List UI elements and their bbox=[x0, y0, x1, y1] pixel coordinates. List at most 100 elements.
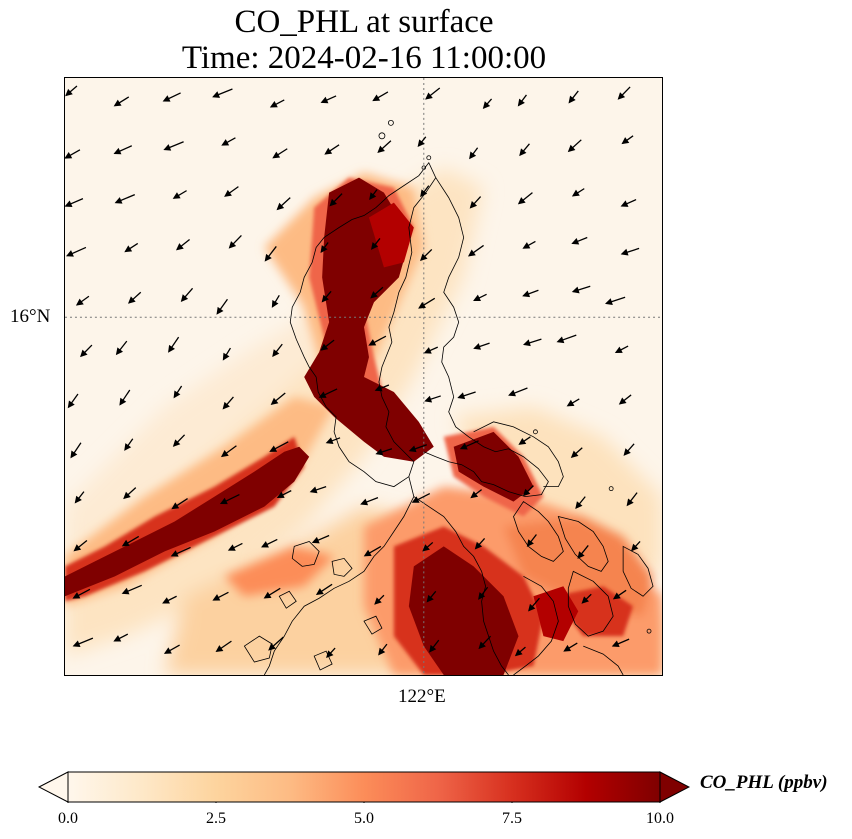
wind-vector-head bbox=[377, 145, 385, 154]
wind-vector-head bbox=[368, 339, 377, 346]
wind-vector-head bbox=[220, 450, 229, 458]
concentration-field-max bbox=[65, 177, 579, 675]
wind-vector-head bbox=[162, 95, 171, 102]
wind-vector-head bbox=[216, 306, 224, 315]
map-title: CO_PHL at surface bbox=[234, 4, 494, 40]
wind-vector-head bbox=[617, 92, 626, 100]
wind-vector-head bbox=[478, 641, 486, 650]
wind-vector-head bbox=[517, 197, 526, 205]
wind-vector-head bbox=[566, 399, 575, 407]
wind-vector-head bbox=[621, 137, 630, 145]
colorbar-tick-label: 2.5 bbox=[206, 810, 226, 827]
wind-vector-head bbox=[370, 291, 378, 299]
wind-vector-head bbox=[325, 437, 334, 445]
wind-vector-head bbox=[115, 347, 123, 356]
wind-vector-head bbox=[268, 643, 276, 651]
wind-vector-head bbox=[271, 299, 279, 308]
wind-vector-head bbox=[522, 290, 531, 298]
wind-vector-head bbox=[173, 390, 181, 399]
wind-vector-head bbox=[469, 151, 477, 160]
wind-vector-head bbox=[172, 192, 181, 199]
wind-vector-head bbox=[320, 96, 329, 104]
wind-vector-head bbox=[221, 139, 230, 146]
wind-vector-head bbox=[518, 437, 527, 445]
wind-vector-head bbox=[215, 645, 224, 653]
wind-vector-head bbox=[611, 640, 620, 648]
colorbar-tick-label: 5.0 bbox=[354, 810, 374, 827]
wind-vector-head bbox=[222, 401, 230, 410]
wind-vector-head bbox=[474, 541, 483, 550]
wind-vector-head bbox=[270, 397, 279, 405]
wind-vector-head bbox=[369, 192, 377, 201]
wind-vector-head bbox=[121, 587, 130, 595]
wind-vector-head bbox=[269, 101, 278, 108]
wind-vector-head bbox=[113, 635, 122, 642]
wind-vector-head bbox=[372, 94, 381, 102]
wind-vector-head bbox=[426, 594, 434, 603]
wind-vector-head bbox=[128, 296, 136, 304]
wind-vector-head bbox=[470, 491, 479, 499]
wind-vector-head bbox=[326, 650, 334, 658]
wind-vector-head bbox=[417, 139, 425, 148]
wind-vector-head bbox=[457, 392, 466, 400]
wind-vector-head bbox=[519, 148, 527, 157]
wind-vector-head bbox=[114, 197, 123, 204]
wind-vector-head bbox=[581, 596, 589, 604]
concentration-map bbox=[65, 78, 662, 675]
wind-vector-head bbox=[575, 501, 583, 509]
coastlines bbox=[243, 119, 654, 675]
wind-vector-head bbox=[420, 189, 428, 198]
wind-vector-head bbox=[176, 243, 184, 251]
wind-vector-head bbox=[522, 242, 531, 249]
wind-vector-head bbox=[370, 242, 379, 250]
wind-vectors bbox=[65, 85, 641, 658]
wind-vector-head bbox=[631, 543, 639, 552]
wind-vector-head bbox=[318, 391, 327, 398]
wind-vector-head bbox=[321, 294, 329, 303]
wind-vector-head bbox=[80, 349, 88, 358]
wind-vector-head bbox=[563, 644, 572, 652]
wind-vector-head bbox=[172, 439, 181, 447]
wind-vector-head bbox=[73, 544, 82, 552]
colorbar-extend-min bbox=[38, 771, 69, 803]
wind-vector-head bbox=[567, 144, 576, 153]
wind-vector-head bbox=[614, 346, 623, 354]
wind-vector-head bbox=[556, 336, 565, 344]
wind-vector-head bbox=[425, 92, 433, 100]
wind-vector-head bbox=[227, 544, 236, 551]
wind-vector-head bbox=[420, 253, 428, 262]
latitude-label: 16°N bbox=[10, 306, 51, 327]
colorbar-tick-label: 7.5 bbox=[502, 810, 522, 827]
wind-vector-head bbox=[163, 144, 172, 151]
wind-vector-head bbox=[124, 245, 133, 253]
wind-vector-head bbox=[224, 189, 232, 197]
wind-vector-head bbox=[162, 597, 170, 604]
wind-vector-head bbox=[124, 443, 132, 451]
wind-vector-head bbox=[320, 343, 329, 351]
wind-vector-head bbox=[620, 200, 629, 207]
wind-vector-head bbox=[526, 539, 534, 548]
map-panel[interactable] bbox=[64, 77, 663, 676]
wind-vector-head bbox=[424, 395, 433, 403]
wind-vector-head bbox=[623, 448, 631, 456]
wind-vector-head bbox=[212, 594, 221, 601]
wind-vector-head bbox=[276, 202, 285, 211]
wind-vector-head bbox=[309, 486, 318, 494]
map-subtitle-time: Time: 2024-02-16 11:00:00 bbox=[181, 40, 547, 76]
wind-vector-head bbox=[429, 644, 437, 653]
wind-vector-head bbox=[315, 588, 324, 595]
wind-vector-head bbox=[571, 189, 580, 197]
wind-vector-head bbox=[72, 640, 81, 648]
wind-vector-head bbox=[65, 88, 73, 97]
wind-vector-head bbox=[418, 301, 426, 309]
wind-vector-head bbox=[363, 549, 372, 557]
wind-vector-head bbox=[261, 541, 269, 548]
wind-vector-head bbox=[65, 250, 74, 257]
wind-vector-head bbox=[423, 347, 432, 354]
wind-vector-head bbox=[422, 544, 430, 552]
wind-vector-head bbox=[473, 343, 482, 350]
wind-vector-head bbox=[459, 443, 468, 450]
wind-vector-head bbox=[180, 294, 189, 302]
wind-vector-head bbox=[212, 91, 221, 98]
wind-vector-head bbox=[171, 502, 180, 510]
